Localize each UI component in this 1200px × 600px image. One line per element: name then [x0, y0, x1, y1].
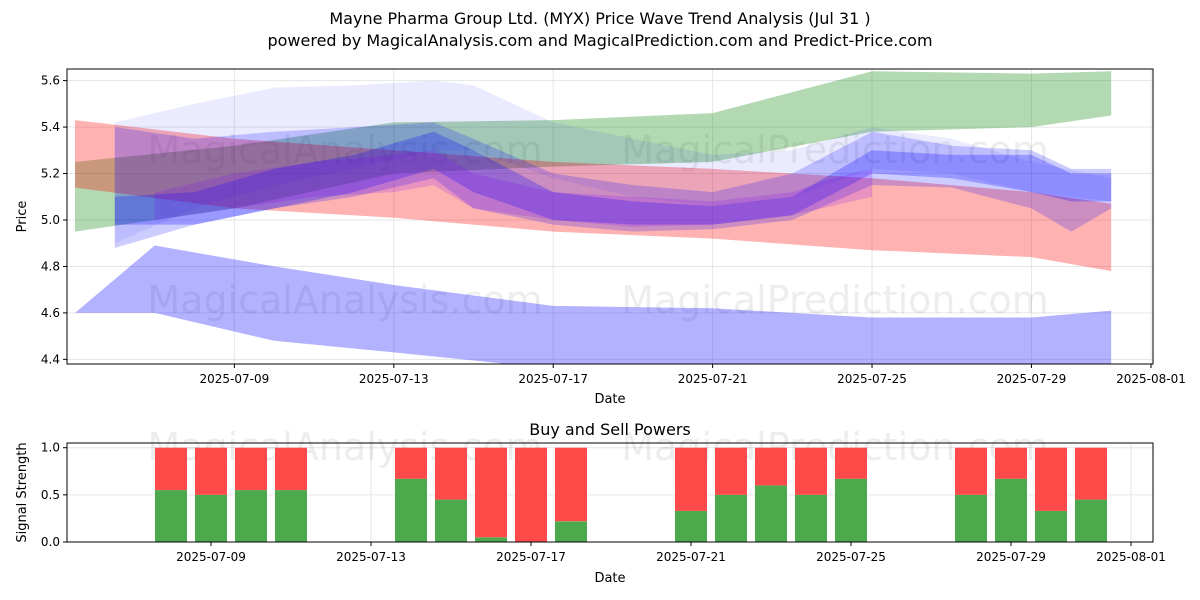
sell-bar: [795, 447, 827, 495]
chart-subtitle: powered by MagicalAnalysis.com and Magic…: [267, 31, 933, 50]
sell-bar: [955, 447, 987, 495]
x-tick-label: 2025-07-29: [976, 550, 1046, 564]
buy-bar: [835, 478, 867, 542]
x-tick-label: 2025-07-25: [837, 372, 907, 386]
watermark-text: MagicalAnalysis.com: [147, 128, 542, 172]
price-band: [114, 80, 1112, 244]
panel-title: Buy and Sell Powers: [529, 420, 691, 439]
plot-frame: [66, 68, 1154, 365]
buy-bar: [675, 510, 707, 542]
buy-bar: [955, 494, 987, 542]
sell-bar: [555, 447, 587, 522]
y-axis-label: Signal Strength: [15, 442, 30, 542]
sell-bar: [995, 447, 1027, 479]
watermark-text: MagicalPrediction.com: [621, 278, 1049, 322]
bands-group: [75, 71, 1112, 364]
x-tick-label: 2025-07-21: [656, 550, 726, 564]
y-axis-label: Price: [15, 201, 30, 233]
sell-bar: [715, 447, 747, 495]
x-tick-label: 2025-07-09: [176, 550, 246, 564]
y-tick-label: 1.0: [41, 441, 60, 455]
buy-bar: [755, 485, 787, 542]
buy-bar: [1035, 510, 1067, 542]
buy-bar: [395, 478, 427, 542]
sell-bar: [755, 447, 787, 486]
x-tick-label: 2025-07-25: [816, 550, 886, 564]
watermark-text: MagicalAnalysis.com: [147, 278, 542, 322]
y-tick-label: 5.0: [41, 213, 60, 227]
chart-title: Mayne Pharma Group Ltd. (MYX) Price Wave…: [329, 9, 871, 28]
sell-bar: [395, 447, 427, 479]
buy-bar: [715, 494, 747, 542]
sell-bar: [835, 447, 867, 479]
y-tick-label: 5.4: [41, 120, 60, 134]
sell-bar: [195, 447, 227, 495]
x-tick-label: 2025-08-01: [1116, 372, 1186, 386]
buy-bar: [235, 490, 267, 542]
buy-bar: [995, 478, 1027, 542]
price-band: [75, 120, 1112, 272]
buy-bar: [195, 494, 227, 542]
buy-bar: [555, 521, 587, 542]
x-tick-label: 2025-07-09: [200, 372, 270, 386]
x-tick-label: 2025-07-13: [336, 550, 406, 564]
price-band: [75, 245, 1112, 364]
buy-bar: [435, 499, 467, 542]
x-tick-label: 2025-08-01: [1096, 550, 1166, 564]
y-tick-label: 4.6: [41, 306, 60, 320]
x-axis-label: Date: [594, 392, 625, 407]
plot-frame: [66, 442, 1154, 543]
price-band: [114, 131, 1112, 225]
sell-bar: [275, 447, 307, 491]
buy-bar: [155, 490, 187, 542]
y-tick-label: 4.8: [41, 259, 60, 273]
price-band: [114, 122, 1112, 248]
y-tick-label: 5.2: [41, 167, 60, 181]
buy-bar: [275, 490, 307, 542]
y-tick-label: 0.5: [41, 488, 60, 502]
sell-bar: [1035, 447, 1067, 511]
sell-bar: [1075, 447, 1107, 500]
sell-bar: [235, 447, 267, 491]
buy-bar: [1075, 499, 1107, 542]
sell-bar: [475, 447, 507, 538]
buy-bar: [475, 537, 507, 542]
price-band: [154, 150, 872, 227]
price-band: [75, 71, 1112, 232]
watermark-text: MagicalPrediction.com: [621, 128, 1049, 172]
x-tick-label: 2025-07-17: [518, 372, 588, 386]
sell-bar: [515, 447, 547, 542]
sell-bar: [675, 447, 707, 511]
sell-bar: [435, 447, 467, 500]
y-tick-label: 0.0: [41, 535, 60, 549]
x-tick-label: 2025-07-17: [496, 550, 566, 564]
x-tick-label: 2025-07-13: [359, 372, 429, 386]
y-tick-label: 5.6: [41, 74, 60, 88]
buy-bar: [795, 494, 827, 542]
x-axis-label: Date: [594, 571, 625, 586]
x-tick-label: 2025-07-21: [678, 372, 748, 386]
x-tick-label: 2025-07-29: [997, 372, 1067, 386]
sell-bar: [155, 447, 187, 491]
y-tick-label: 4.4: [41, 352, 60, 366]
